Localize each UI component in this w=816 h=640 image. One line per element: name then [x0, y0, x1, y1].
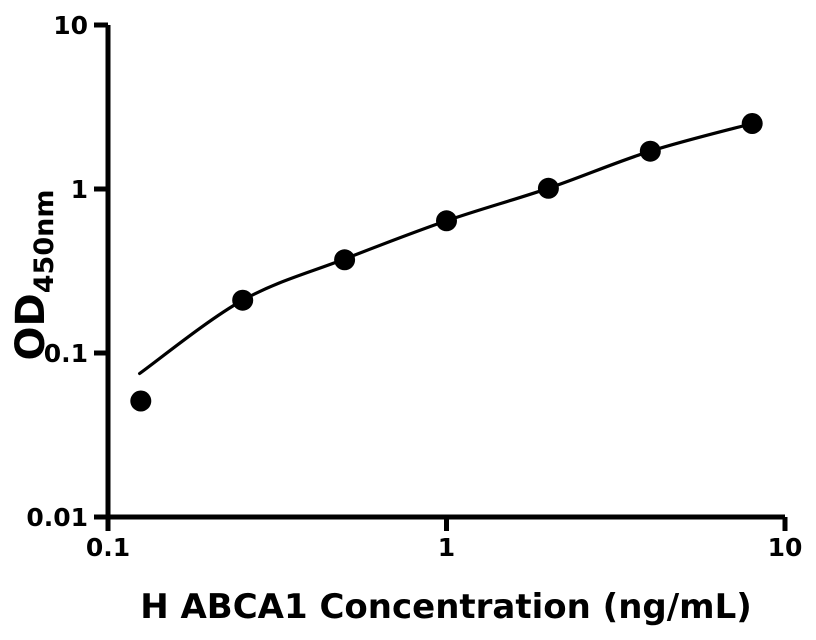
x-tick-label: 1 — [438, 533, 455, 562]
y-axis-title-main: OD — [8, 293, 54, 360]
axes — [105, 25, 785, 520]
fit-curve-line — [138, 121, 754, 376]
y-tick-label: 0.01 — [26, 503, 88, 532]
data-point — [639, 140, 661, 162]
data-point — [232, 289, 254, 311]
y-axis-title: OD450nm — [8, 190, 60, 361]
data-point — [334, 249, 356, 271]
x-axis-title: H ABCA1 Concentration (ng/mL) — [140, 587, 752, 627]
data-point — [537, 177, 559, 199]
data-point — [741, 113, 763, 134]
tick-marks — [94, 22, 788, 531]
y-tick-label: 10 — [53, 11, 88, 40]
y-tick-label: 1 — [71, 175, 88, 204]
x-tick-label: 0.1 — [86, 533, 130, 562]
data-points — [130, 113, 763, 412]
axis-frame — [105, 25, 785, 520]
y-axis-title-subscript: 450nm — [29, 190, 60, 294]
x-tick-label: 10 — [768, 533, 803, 562]
y-tick-label: 0.1 — [44, 339, 88, 368]
data-point — [130, 390, 152, 412]
data-point — [436, 210, 457, 232]
